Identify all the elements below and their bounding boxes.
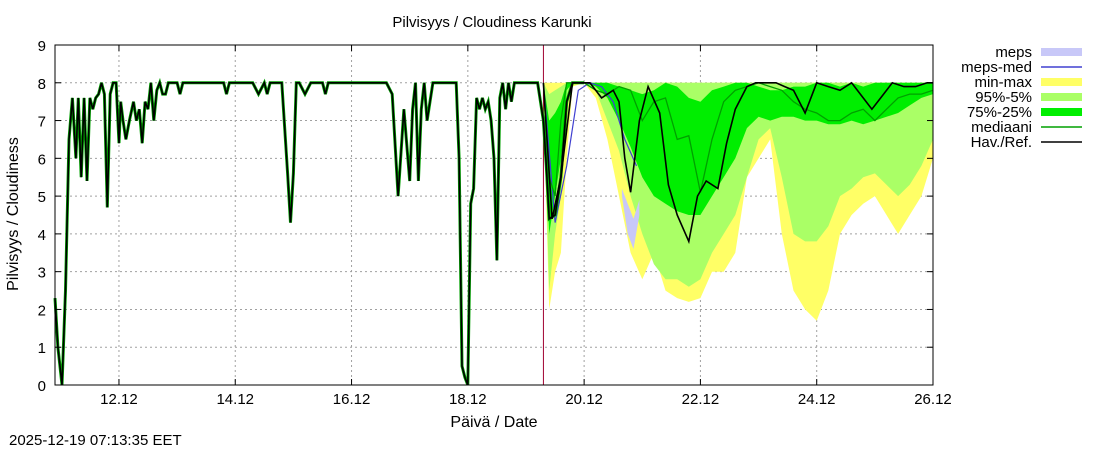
x-tick-label: 22.12 xyxy=(682,391,720,408)
timestamp: 2025-12-19 07:13:35 EET xyxy=(9,432,182,449)
chart-title: Pilvisyys / Cloudiness Karunki xyxy=(392,14,591,31)
band-meps xyxy=(621,188,640,249)
y-tick-label: 1 xyxy=(38,340,46,357)
y-axis-label: Pilvisyys / Cloudiness xyxy=(5,137,22,291)
x-tick-label: 20.12 xyxy=(565,391,603,408)
line-havref-under xyxy=(53,77,585,386)
x-tick-label: 26.12 xyxy=(914,391,952,408)
legend-label: meps-med xyxy=(961,59,1032,76)
y-tick-label: 7 xyxy=(38,114,46,131)
x-tick-label: 18.12 xyxy=(449,391,487,408)
legend-label: min-max xyxy=(974,74,1032,91)
y-tick-label: 0 xyxy=(38,378,46,395)
y-tick-label: 3 xyxy=(38,265,46,282)
legend-swatch xyxy=(1041,108,1082,116)
y-tick-label: 4 xyxy=(38,227,46,244)
legend-swatch xyxy=(1041,48,1082,56)
x-tick-label: 14.12 xyxy=(216,391,254,408)
legend-swatch xyxy=(1041,78,1082,86)
x-tick-label: 12.12 xyxy=(100,391,138,408)
y-tick-label: 8 xyxy=(38,76,46,93)
legend-label: 95%-5% xyxy=(975,89,1032,106)
legend-label: 75%-25% xyxy=(967,104,1032,121)
y-tick-label: 5 xyxy=(38,189,46,206)
x-axis-label: Päivä / Date xyxy=(450,414,537,431)
x-tick-label: 16.12 xyxy=(333,391,371,408)
legend: mepsmeps-medmin-max95%-5%75%-25%mediaani… xyxy=(961,44,1082,151)
y-tick-label: 6 xyxy=(38,151,46,168)
legend-label: mediaani xyxy=(971,119,1032,136)
line-havref xyxy=(54,80,585,386)
legend-label: Hav./Ref. xyxy=(971,134,1032,151)
plot-frame xyxy=(54,44,934,386)
axis-ticks: 0 1 2 3 4 5 6 7 8 9 12.12 14.12 16.12 18.12 20.12 22.12… xyxy=(38,38,952,408)
legend-swatch xyxy=(1041,93,1082,101)
series-layer xyxy=(53,45,934,386)
y-tick-label: 9 xyxy=(38,38,46,55)
line-havref-forecast xyxy=(542,81,933,245)
x-tick-label: 24.12 xyxy=(798,391,836,408)
y-tick-label: 2 xyxy=(38,302,46,319)
legend-label: meps xyxy=(995,44,1032,61)
